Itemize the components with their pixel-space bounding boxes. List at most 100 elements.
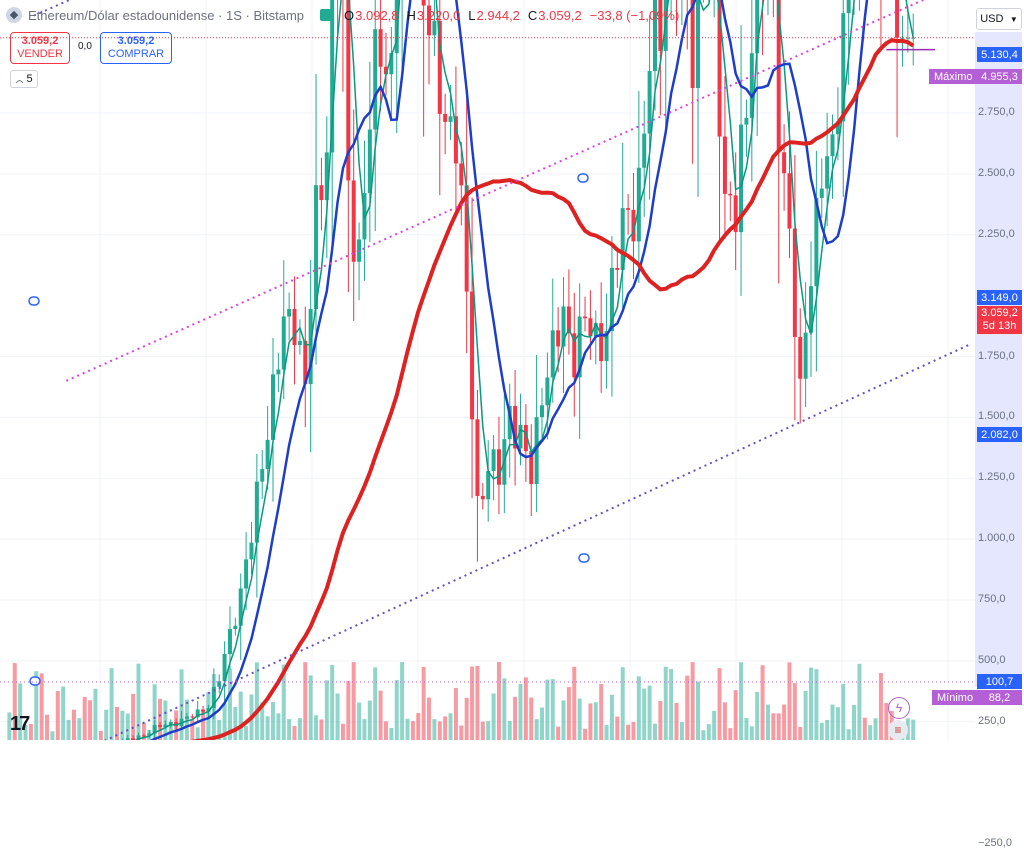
volume-bar	[421, 666, 426, 740]
lightning-icon[interactable]: ϟ	[888, 697, 910, 719]
close-label: C	[527, 7, 538, 23]
sell-button[interactable]: 3.059,2 VENDER	[10, 32, 70, 64]
candle-body	[249, 542, 254, 560]
volume-bar	[674, 702, 679, 740]
candle-body	[841, 13, 846, 122]
candle-body	[190, 716, 195, 718]
candle-body	[895, 0, 900, 38]
candle-body	[486, 471, 491, 500]
volume-bar	[502, 678, 507, 740]
candle-body	[819, 188, 824, 198]
volume-bar	[195, 727, 200, 740]
candle-body	[378, 29, 383, 67]
candle-body	[513, 405, 518, 449]
volume-bar	[265, 716, 270, 740]
volume-bar	[432, 719, 437, 740]
candle-body	[227, 629, 232, 655]
candle-body	[728, 193, 733, 196]
candle-body	[357, 239, 362, 262]
volume-bar	[647, 685, 652, 740]
volume-bar	[722, 702, 727, 740]
volume-bar	[12, 663, 17, 740]
volume-bar	[367, 700, 372, 740]
volume-bar	[776, 713, 781, 740]
candle-body	[324, 152, 329, 201]
candle-body	[809, 286, 813, 333]
volume-bar	[324, 680, 329, 740]
volume-bar	[852, 704, 857, 740]
volume-bar	[459, 725, 464, 740]
volume-bar	[351, 662, 356, 740]
candle-body	[792, 228, 797, 337]
volume-bars	[7, 662, 916, 740]
volume-bar	[529, 697, 534, 740]
symbol-title[interactable]: Ethereum/Dólar estadounidense · 1S · Bit…	[28, 7, 305, 23]
volume-bar	[615, 716, 620, 740]
drawings	[0, 0, 975, 740]
volume-bar	[545, 679, 550, 740]
low-value: 2.944,2	[476, 7, 520, 23]
flag-icon[interactable]: ≡	[888, 720, 908, 740]
volume-bar	[238, 691, 243, 740]
volume-bar	[475, 665, 480, 740]
volume-bar	[77, 718, 82, 740]
indicators-count: 5	[26, 73, 33, 85]
ethereum-icon: ◆	[6, 7, 22, 23]
volume-bar	[825, 719, 830, 740]
candle-body	[749, 53, 754, 118]
candle-body	[152, 725, 157, 734]
candle-body	[432, 20, 437, 36]
volume-bar	[798, 726, 803, 740]
indicators-toggle[interactable]: ︿ 5	[10, 70, 38, 88]
volume-bar	[652, 723, 657, 740]
price-range-highlight	[975, 32, 1022, 687]
volume-bar	[658, 701, 663, 740]
volume-bar	[227, 668, 232, 740]
volume-bar	[540, 707, 544, 740]
candle-body	[905, 37, 910, 39]
volume-bar	[631, 721, 636, 740]
volume-bar	[685, 675, 690, 740]
volume-bar	[835, 707, 840, 740]
volume-bar	[755, 691, 760, 740]
candle-body	[507, 405, 512, 440]
market-status-icon[interactable]	[320, 9, 333, 21]
candle-body	[696, 0, 701, 88]
volume-bar	[190, 719, 195, 740]
axis-tick-label: 1.500,0	[978, 410, 1015, 423]
candle-body	[131, 738, 136, 740]
change-value: −33,8 (−1,09%)	[589, 7, 680, 23]
volume-bar	[244, 726, 249, 740]
volume-bar	[626, 724, 631, 740]
volume-bar	[66, 719, 71, 740]
candle-body	[443, 113, 448, 122]
candle-body	[787, 173, 792, 229]
volume-bar	[357, 702, 362, 740]
volume-bar	[330, 664, 335, 740]
volume-bar	[136, 663, 141, 740]
candle-body	[351, 180, 356, 262]
volume-bar	[71, 709, 76, 740]
drawing-handle	[29, 676, 41, 686]
candle-body	[803, 332, 808, 379]
minimo-tag: 88,2	[977, 690, 1022, 705]
volume-bar	[744, 718, 749, 740]
last-price: 3.059,2	[981, 307, 1018, 319]
candle-body	[690, 0, 695, 88]
candle-body	[722, 136, 727, 194]
candle-body	[206, 708, 211, 712]
candle-body	[211, 686, 216, 709]
volume-bar	[131, 693, 136, 740]
buy-button[interactable]: 3.059,2 COMPRAR	[100, 32, 172, 64]
volume-bar	[389, 727, 394, 740]
volume-bar	[792, 683, 797, 740]
candle-body	[900, 37, 905, 39]
candle-body	[846, 0, 851, 14]
currency-select[interactable]: USD ▼	[976, 8, 1022, 30]
candle-body	[141, 735, 146, 737]
volume-bar	[480, 721, 485, 740]
volume-bar	[878, 672, 883, 740]
tradingview-logo[interactable]: 17	[10, 713, 30, 735]
price-chart[interactable]	[0, 0, 1024, 740]
volume-bar	[82, 696, 87, 740]
